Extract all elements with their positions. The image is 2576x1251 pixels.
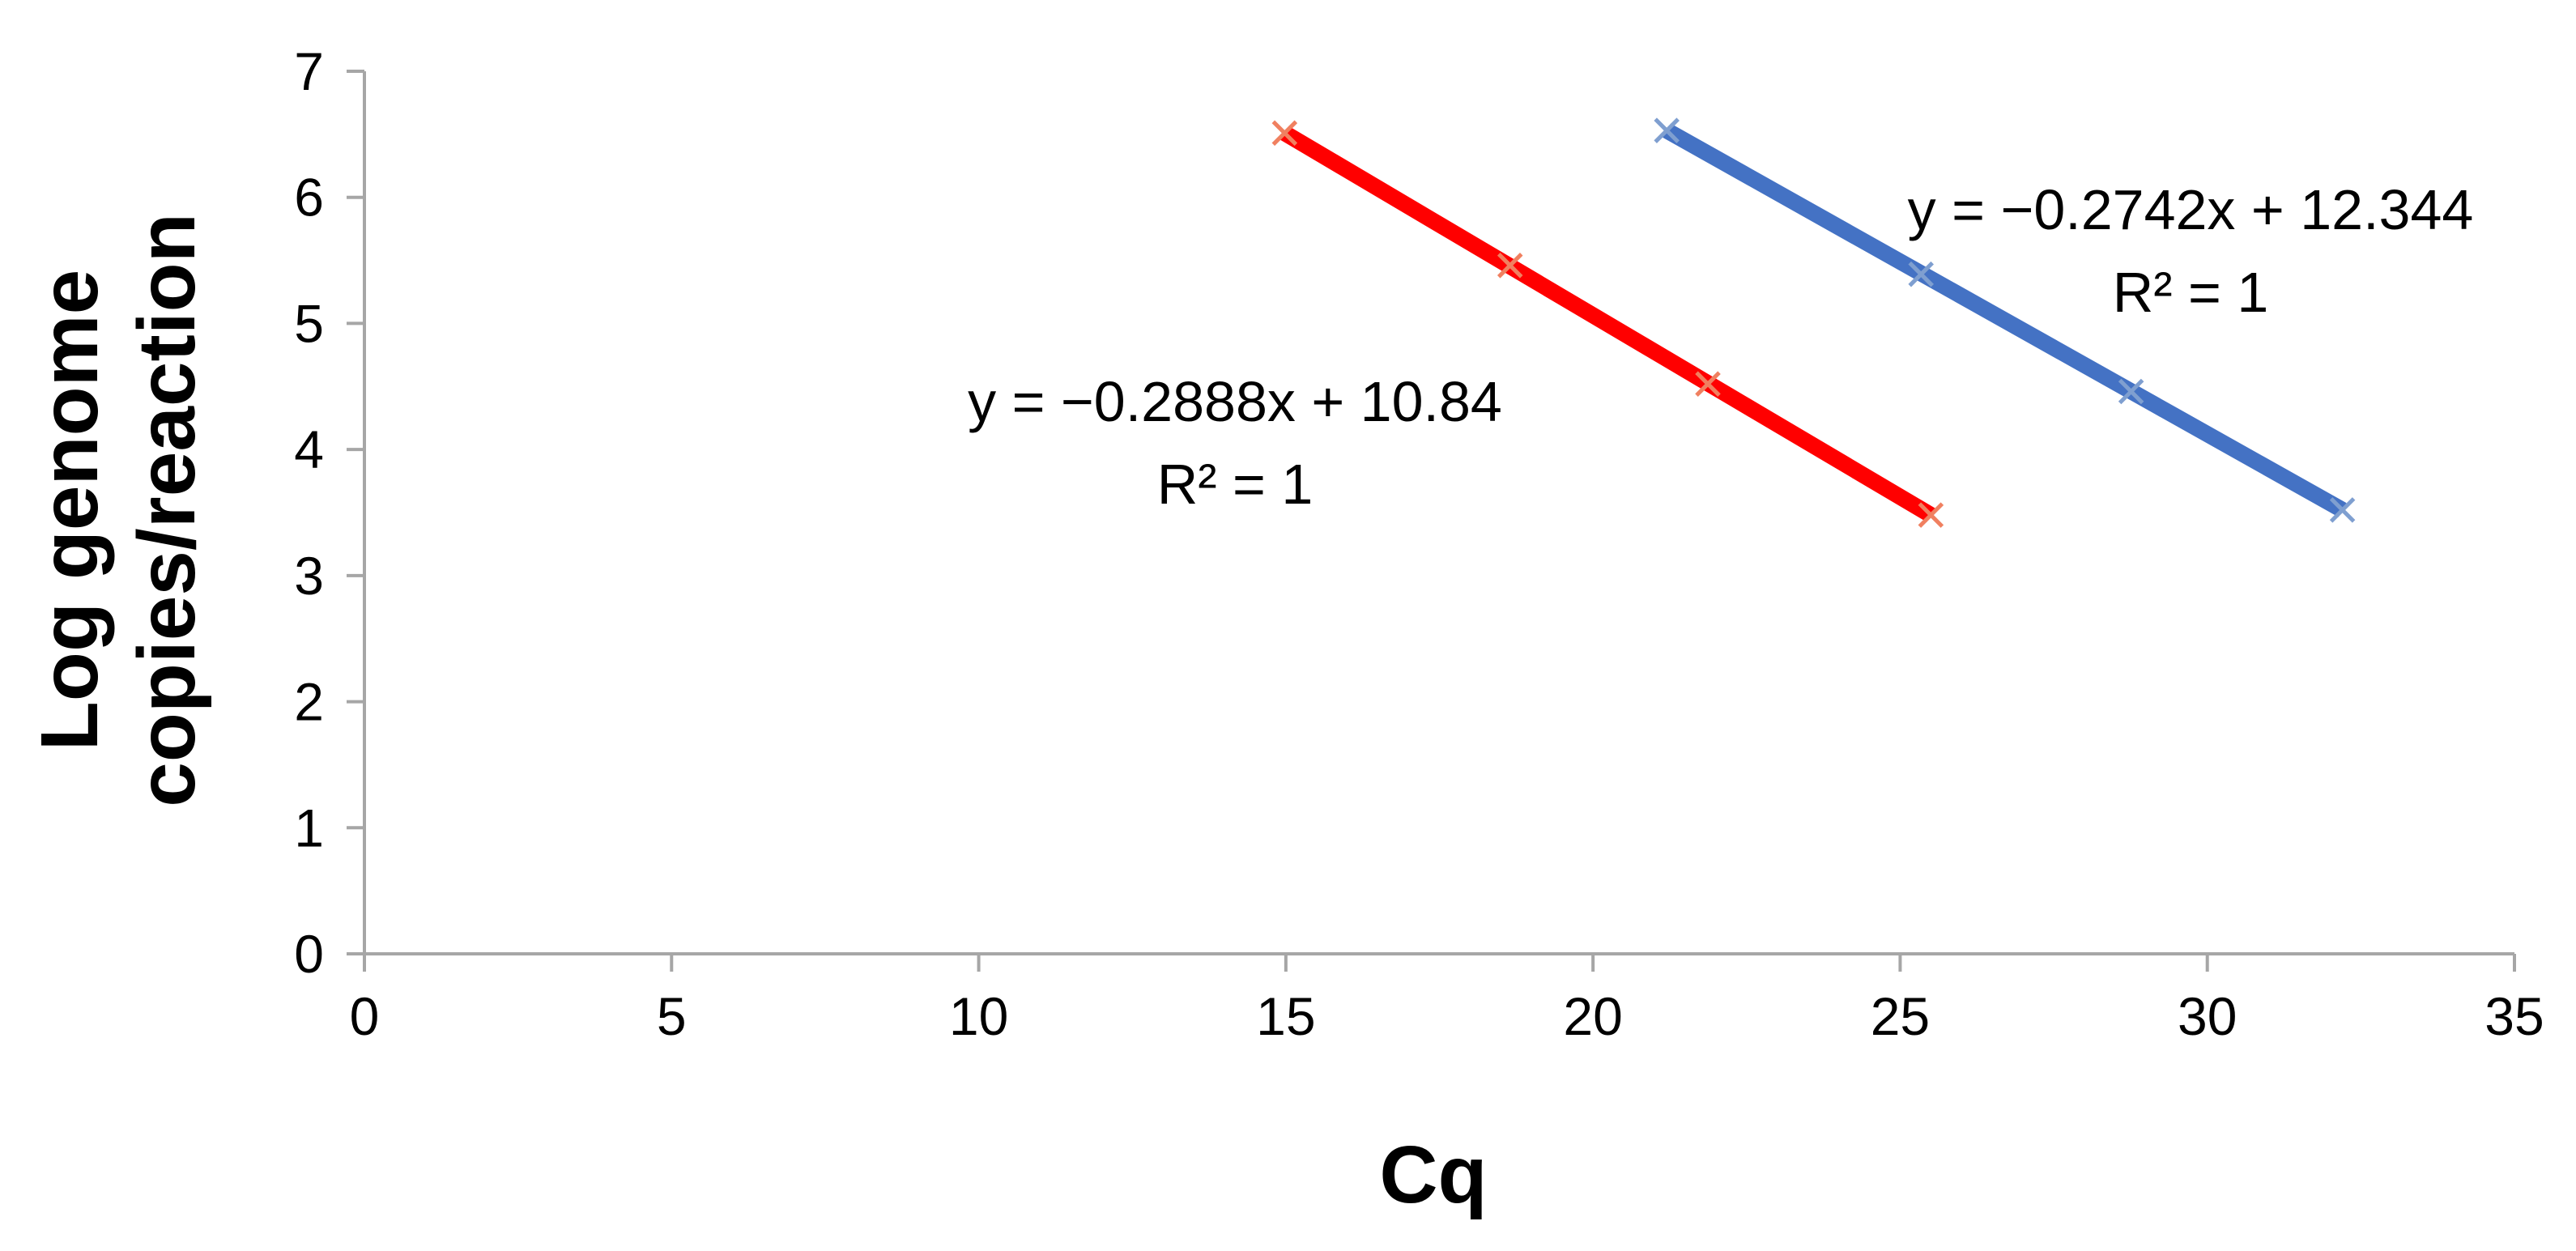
series-1-point [1918, 502, 1944, 528]
series-2-r2: R² = 1 [2113, 261, 2269, 324]
x-tick-label: 25 [1871, 986, 1930, 1046]
x-tick-label: 20 [1563, 986, 1622, 1046]
series-2-point [1654, 117, 1680, 143]
x-tick-label: 35 [2484, 986, 2544, 1046]
axis-titles: Cq Log genome copies/reaction [24, 213, 1488, 1220]
x-axis-title: Cq [1379, 1130, 1487, 1220]
point-marker-stroke [1918, 502, 1944, 528]
series-1-point [1695, 371, 1721, 397]
series-2-point [1908, 261, 1934, 287]
annotations: y = −0.2888x + 10.84 R² = 1 y = −0.2742x… [968, 178, 2473, 516]
y-axis-title-line-2: copies/reaction [121, 213, 212, 807]
x-tick-label: 15 [1256, 986, 1315, 1046]
series-2-point [2329, 497, 2356, 523]
y-tick-label: 4 [294, 419, 324, 479]
series-1-trendline [1280, 126, 1935, 522]
series-2-point [2118, 378, 2144, 405]
point-marker-stroke [2329, 497, 2356, 523]
y-axis-title-line-1: Log genome [24, 270, 115, 751]
y-tick-label: 5 [294, 293, 324, 353]
axes: 0 5 10 15 20 25 30 35 0 1 2 3 4 5 6 7 [294, 41, 2544, 1046]
series-1-r2: R² = 1 [1157, 453, 1314, 516]
point-marker-stroke [1654, 117, 1680, 143]
point-marker-stroke [2118, 378, 2144, 405]
point-marker-stroke [1271, 120, 1298, 147]
y-tick-label: 2 [294, 672, 324, 732]
x-tick-label: 30 [2178, 986, 2237, 1046]
point-marker-stroke [1908, 261, 1934, 287]
series-2-trendline [1663, 123, 2347, 517]
series-1-point [1271, 120, 1298, 147]
point-marker-stroke [1695, 371, 1721, 397]
x-tick-label: 10 [949, 986, 1008, 1046]
y-tick-label: 1 [294, 798, 324, 857]
y-tick-label: 7 [294, 41, 324, 101]
x-tick-label: 0 [350, 986, 380, 1046]
y-tick-label: 0 [294, 924, 324, 984]
series-1-point [1497, 253, 1523, 279]
point-marker-stroke [1497, 253, 1523, 279]
series-2-equation: y = −0.2742x + 12.344 [1908, 178, 2474, 241]
x-tick-label: 5 [657, 986, 687, 1046]
y-tick-label: 6 [294, 168, 324, 228]
series-1-equation: y = −0.2888x + 10.84 [968, 370, 1502, 433]
series-layer [1271, 117, 2356, 528]
y-tick-label: 3 [294, 546, 324, 606]
